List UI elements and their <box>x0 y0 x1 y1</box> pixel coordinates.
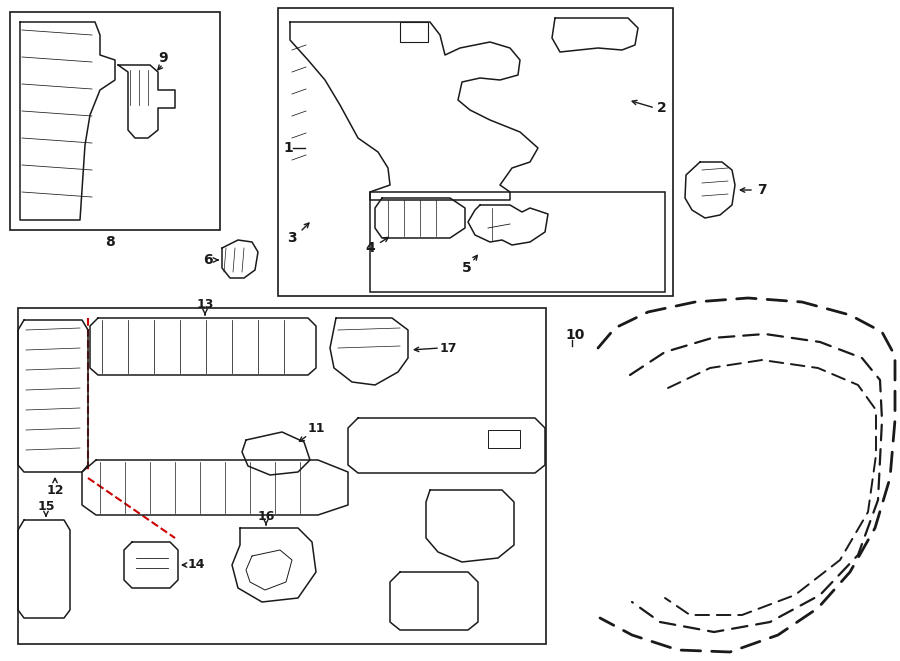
Bar <box>10 12 220 230</box>
Bar <box>18 308 546 644</box>
Text: 8: 8 <box>105 235 115 249</box>
Text: 13: 13 <box>196 299 213 311</box>
Text: 4: 4 <box>365 241 375 255</box>
Text: 9: 9 <box>158 51 167 65</box>
Bar <box>488 430 520 448</box>
Text: 2: 2 <box>657 101 667 115</box>
Text: 6: 6 <box>203 253 212 267</box>
Text: 16: 16 <box>257 510 274 522</box>
Text: 5: 5 <box>462 261 472 275</box>
Text: 15: 15 <box>37 500 55 514</box>
Text: 1: 1 <box>284 141 292 155</box>
Text: 3: 3 <box>287 231 297 245</box>
Text: 11: 11 <box>307 422 325 434</box>
Text: 7: 7 <box>757 183 767 197</box>
Bar <box>370 192 665 292</box>
Text: 14: 14 <box>187 559 205 572</box>
Text: 17: 17 <box>439 342 456 354</box>
Text: 10: 10 <box>565 328 585 342</box>
Text: 12: 12 <box>46 483 64 496</box>
Bar <box>278 8 673 296</box>
Bar <box>400 22 428 42</box>
